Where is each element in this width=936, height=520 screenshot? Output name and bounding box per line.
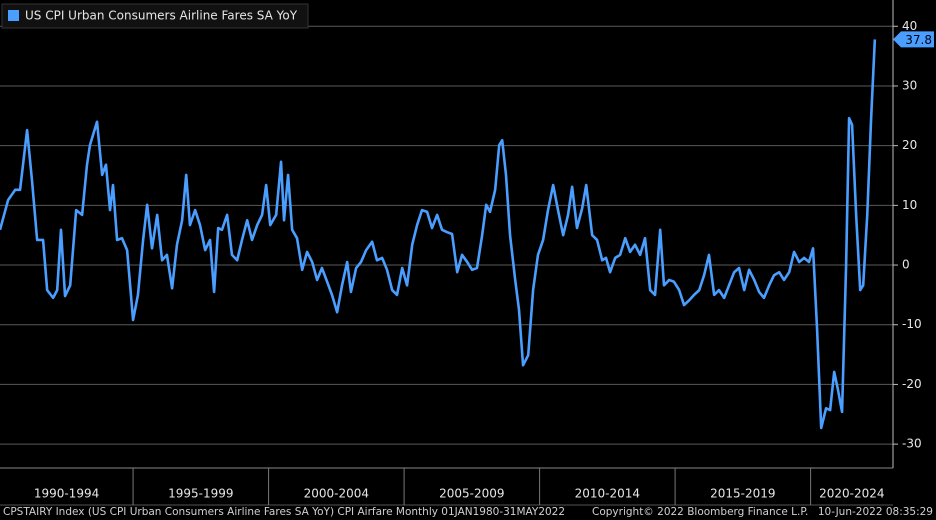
axes: -30 -20 -10 0 10 20 30 40 1990-1994 1995-1999 2000… bbox=[0, 0, 922, 506]
y-tick-label: -30 bbox=[902, 437, 922, 451]
legend-swatch bbox=[8, 10, 19, 21]
footer-right: 10-Jun-2022 08:35:29 bbox=[818, 506, 933, 518]
x-tick-label: 2000-2004 bbox=[304, 487, 369, 501]
legend-label: US CPI Urban Consumers Airline Fares SA … bbox=[25, 9, 298, 23]
y-tick-label: 20 bbox=[902, 138, 917, 152]
plot-area: 37.8 bbox=[0, 31, 934, 430]
footer-left: CPSTAIRY Index (US CPI Urban Consumers A… bbox=[3, 506, 565, 518]
x-tick-label: 1995-1999 bbox=[168, 487, 233, 501]
x-tick-label: 2005-2009 bbox=[439, 487, 504, 501]
y-tick-label: 10 bbox=[902, 198, 917, 212]
series-line bbox=[0, 39, 877, 430]
y-tick-label: 40 bbox=[902, 19, 917, 33]
y-tick-label: 0 bbox=[902, 258, 910, 272]
last-value-tag bbox=[893, 31, 934, 48]
legend-box bbox=[1, 3, 309, 29]
x-tick-label: 2010-2014 bbox=[575, 487, 640, 501]
x-tick-label: 1990-1994 bbox=[34, 487, 99, 501]
x-tick-label: 2015-2019 bbox=[710, 487, 775, 501]
legend: US CPI Urban Consumers Airline Fares SA … bbox=[1, 3, 309, 29]
footer-center: Copyright© 2022 Bloomberg Finance L.P. bbox=[592, 506, 808, 518]
y-tick-label: 30 bbox=[902, 78, 917, 92]
y-tick-label: -20 bbox=[902, 377, 922, 391]
last-value-label: 37.8 bbox=[905, 33, 932, 47]
y-tick-label: -10 bbox=[902, 317, 922, 331]
x-tick-label: 2020-2024 bbox=[819, 487, 884, 501]
